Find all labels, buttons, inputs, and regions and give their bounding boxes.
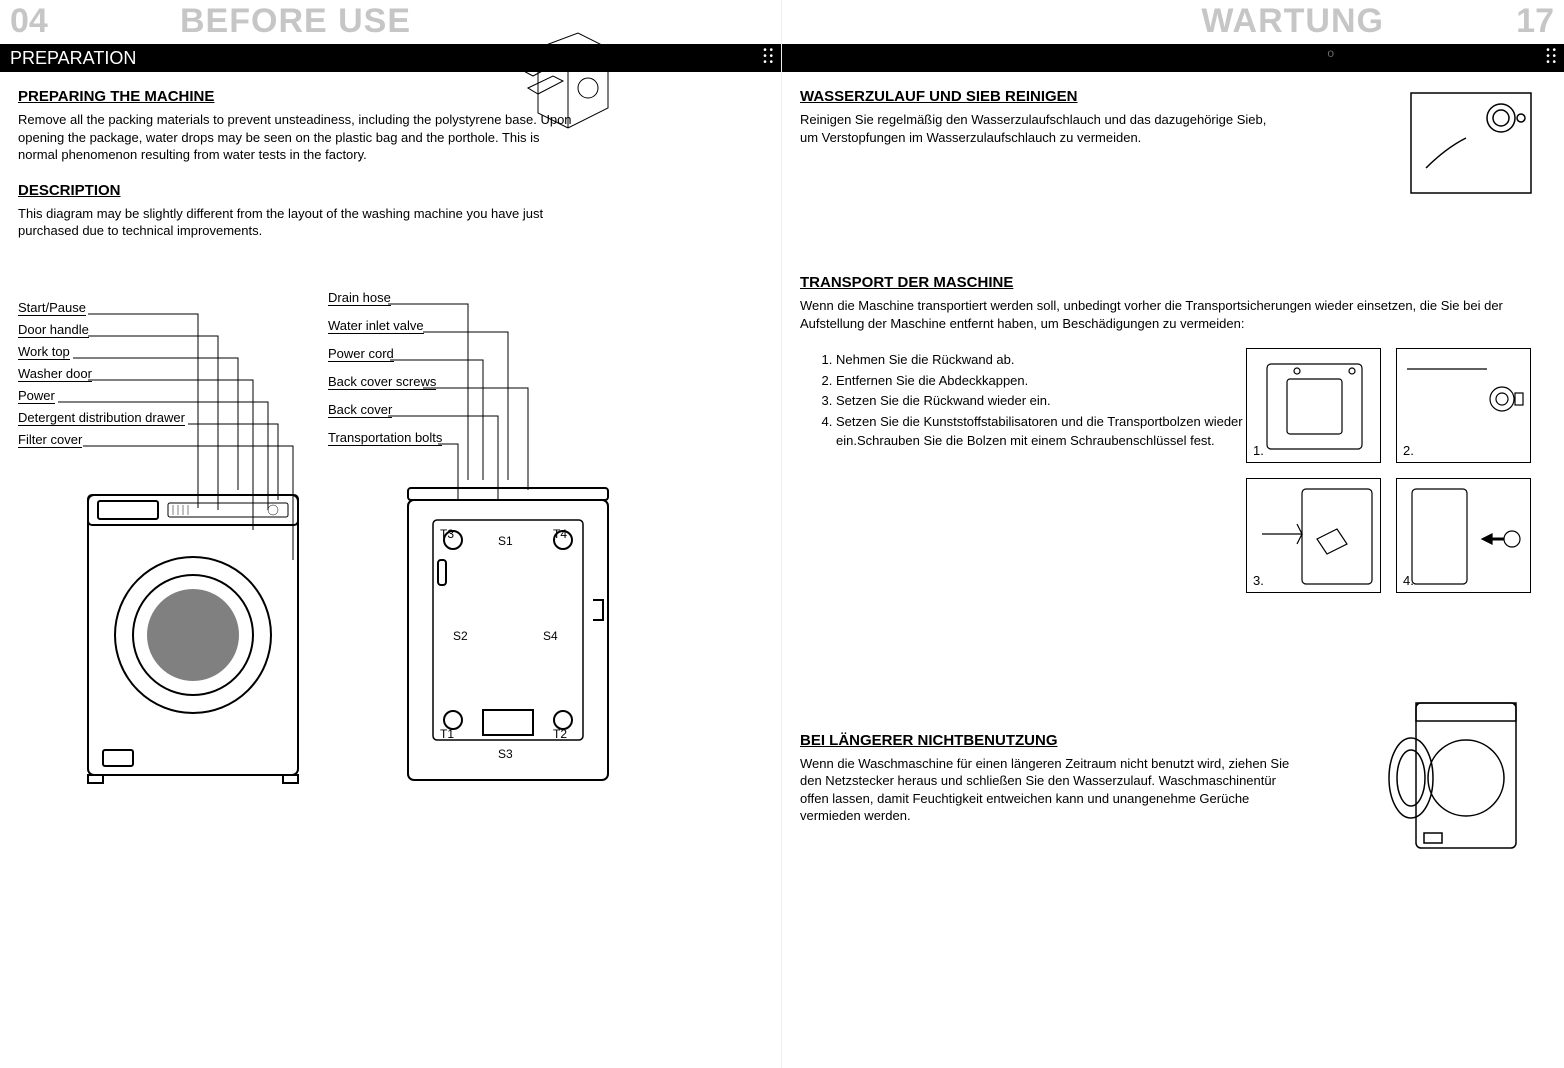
- transport-figures: 1. 2. 3.: [1246, 348, 1536, 608]
- description-heading: DESCRIPTION: [18, 182, 763, 199]
- transport-fig-1: 1.: [1246, 348, 1381, 463]
- dots-icon: • •• •• •: [1546, 48, 1556, 66]
- page-number-right: 17: [1516, 2, 1554, 41]
- marker-s3: S3: [498, 747, 513, 761]
- marker-t3: T3: [440, 527, 454, 541]
- ghost-mark: o: [1327, 46, 1334, 60]
- fig-num-4: 4.: [1403, 573, 1414, 588]
- diagram-area: Start/Pause Door handle Work top Washer …: [18, 300, 763, 820]
- marker-s2: S2: [453, 629, 468, 643]
- transport-list: Nehmen Sie die Rückwand ab. Entfernen Si…: [836, 350, 1256, 451]
- main-title-left: BEFORE USE: [180, 2, 411, 41]
- marker-t4: T4: [553, 527, 567, 541]
- nichtbenutzung-body: Wenn die Waschmaschine für einen längere…: [800, 755, 1300, 825]
- content-right: WASSERZULAUF UND SIEB REINIGEN Reinigen …: [800, 88, 1546, 843]
- front-machine-drawing: [78, 485, 308, 785]
- fig-num-2: 2.: [1403, 443, 1414, 458]
- marker-s1: S1: [498, 534, 513, 548]
- open-door-illustration: [1386, 698, 1526, 858]
- transport-step-4: Setzen Sie die Kunststoffstabilisatoren …: [836, 412, 1256, 451]
- dots-icon: • •• •• •: [763, 48, 773, 66]
- page-left: 04 BEFORE USE PREPARATION • •• •• • PREP…: [0, 0, 782, 1068]
- page-right: 17 WARTUNG • •• •• • o WASSERZULAUF UND …: [782, 0, 1564, 1068]
- transport-heading: TRANSPORT DER MASCHINE: [800, 274, 1546, 291]
- fig-num-1: 1.: [1253, 443, 1264, 458]
- marker-t2: T2: [553, 727, 567, 741]
- transport-fig-4: 4.: [1396, 478, 1531, 593]
- page-number-left: 04: [10, 2, 48, 41]
- transport-fig-2: 2.: [1396, 348, 1531, 463]
- preparing-body: Remove all the packing materials to prev…: [18, 111, 578, 164]
- bar-label: PREPARATION: [10, 48, 136, 69]
- transport-step-3: Setzen Sie die Rückwand wieder ein.: [836, 391, 1256, 411]
- transport-step-2: Entfernen Sie die Abdeckkappen.: [836, 371, 1256, 391]
- fig-num-3: 3.: [1253, 573, 1264, 588]
- marker-s4: S4: [543, 629, 558, 643]
- transport-step-1: Nehmen Sie die Rückwand ab.: [836, 350, 1256, 370]
- section-bar-left: PREPARATION • •• •• •: [0, 44, 781, 72]
- transport-body: Wenn die Maschine transportiert werden s…: [800, 297, 1520, 332]
- preparing-heading: PREPARING THE MACHINE: [18, 88, 763, 105]
- filter-illustration: [1406, 88, 1536, 198]
- back-machine-drawing: T3 T4 T1 T2 S1 S2 S4 S3: [398, 480, 618, 790]
- description-body: This diagram may be slightly different f…: [18, 205, 578, 240]
- exploded-illustration: [508, 18, 628, 148]
- section-bar-right: • •• •• •: [782, 44, 1564, 72]
- content-left: PREPARING THE MACHINE Remove all the pac…: [18, 88, 763, 820]
- transport-fig-3: 3.: [1246, 478, 1381, 593]
- main-title-right: WARTUNG: [1201, 2, 1384, 41]
- wasserzulauf-body: Reinigen Sie regelmäßig den Wasserzulauf…: [800, 111, 1280, 146]
- marker-t1: T1: [440, 727, 454, 741]
